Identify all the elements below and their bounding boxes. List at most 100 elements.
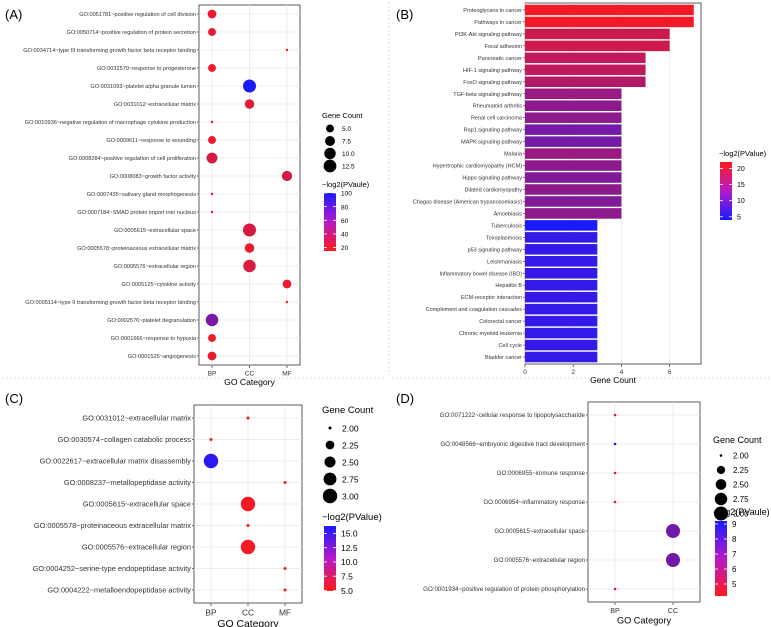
data-point — [282, 279, 292, 289]
bar — [525, 315, 598, 327]
category-label: Cell cycle — [498, 343, 522, 349]
bar — [525, 64, 646, 76]
color-bar-tick-label: 10 — [737, 198, 745, 205]
x-axis-title: GO Category — [217, 619, 279, 627]
term-label: GO:0007184~SMAD protein import into nucl… — [77, 210, 196, 216]
color-bar — [720, 162, 732, 220]
category-label: Pathways in cancer — [474, 20, 522, 26]
term-label: GO:0050714~positive regulation of protei… — [66, 30, 196, 36]
data-point — [244, 99, 255, 109]
category-label: Leishmaniasis — [487, 259, 522, 265]
color-bar-tick-label: 5 — [737, 214, 741, 221]
data-point — [203, 453, 219, 469]
bar — [525, 148, 622, 159]
term-label: GO:0051781~positive regulation of cell d… — [79, 12, 196, 18]
data-point — [243, 259, 256, 273]
bar — [525, 244, 598, 255]
term-label: GO:0031012~extracellular matrix — [82, 414, 191, 423]
color-bar-tick-label: 20 — [341, 245, 349, 252]
term-label: GO:0004222~metalloendopeptidase activity — [47, 586, 191, 595]
size-legend-label: 5.0 — [342, 126, 351, 133]
color-bar — [324, 526, 336, 591]
data-point — [613, 500, 617, 504]
panel-2: GO:0031012~extracellular matrix GO:003057… — [33, 404, 382, 627]
bar — [525, 303, 598, 315]
data-point — [666, 553, 680, 567]
term-label: GO:0031093~platelet alpha granule lumen — [90, 84, 196, 90]
term-label: GO:0032570~response to progesterone — [97, 66, 196, 72]
category-label: ECM-receptor interaction — [461, 295, 522, 301]
size-legend-title: Gene Count — [322, 111, 363, 120]
data-point — [206, 152, 218, 164]
term-label: GO:0005615~extracellular space — [83, 500, 191, 509]
term-label: GO:0005576~extracellular region — [494, 557, 586, 564]
size-legend-label: 3.00 — [733, 510, 749, 519]
size-legend-label: 2.75 — [733, 495, 749, 504]
term-label: GO:0008284~positive regulation of cell p… — [69, 156, 196, 162]
bar — [525, 76, 646, 88]
size-legend-dot — [323, 472, 337, 486]
category-label: TGF-beta signaling pathway — [453, 92, 522, 98]
bar — [525, 279, 598, 291]
bar — [525, 52, 646, 64]
data-point — [613, 587, 617, 591]
data-point — [283, 567, 287, 570]
size-legend-dot — [714, 506, 728, 521]
size-legend-dot — [324, 147, 336, 160]
term-label: GO:0008237~metallopeptidase activity — [64, 478, 191, 487]
x-tick-label: 6 — [668, 369, 672, 376]
color-bar-tick-label: 40 — [341, 232, 349, 239]
category-label: Dilated cardiomyopathy — [465, 187, 523, 193]
category-label: Chagas disease (American trypanosomiasis… — [413, 199, 522, 205]
color-bar-tick-label: 10.0 — [341, 557, 358, 567]
term-label: GO:0005576~extracellular region — [82, 543, 191, 552]
panel-0: GO:0051781~positive regulation of cell d… — [23, 4, 370, 387]
plot-frame — [524, 2, 702, 365]
data-point — [205, 313, 219, 327]
bar — [525, 351, 598, 363]
category-label: Complement and coagulation cascades — [426, 307, 523, 313]
term-label: GO:0005615~extracellular space — [114, 228, 196, 234]
term-label: GO:0030574~collagen catabolic process — [58, 435, 192, 444]
bar — [525, 208, 622, 219]
size-legend-label: 2.25 — [733, 466, 749, 475]
size-legend-dot — [716, 465, 726, 475]
bar — [525, 40, 670, 52]
x-tick-label: MF — [279, 607, 291, 617]
data-point — [613, 442, 617, 446]
bar — [525, 291, 598, 303]
bar — [525, 16, 694, 28]
color-bar — [715, 521, 727, 596]
term-label: GO:0001525~angiogenesis — [128, 354, 196, 360]
size-legend-dot — [323, 159, 337, 173]
color-bar-tick-label: 80 — [341, 204, 349, 211]
data-point — [666, 524, 680, 538]
bar — [525, 124, 622, 135]
term-label: GO:0002576~platelet degranulation — [107, 318, 196, 324]
color-legend-title: −log2(PVaule) — [322, 180, 370, 189]
data-point — [283, 588, 287, 592]
category-label: p53 signaling pathway — [468, 247, 523, 253]
color-legend-title: −log2(PValue) — [322, 512, 382, 523]
x-tick-label: CC — [242, 607, 254, 617]
category-label: FoxO signaling pathway — [463, 80, 522, 86]
bar — [525, 267, 598, 279]
term-label: GO:0008083~growth factor activity — [110, 174, 196, 180]
x-tick-label: 4 — [620, 369, 624, 376]
panel-label: (C) — [5, 391, 23, 406]
bar — [525, 196, 622, 207]
data-point — [209, 438, 213, 441]
term-label: GO:0004252~serine-type endopeptidase act… — [33, 564, 192, 573]
size-legend-label: 2.25 — [342, 440, 359, 450]
term-label: GO:0048566~embryonic digestive tract dev… — [440, 441, 585, 448]
category-label: Toxoplasmosis — [486, 235, 522, 241]
bar — [525, 28, 670, 40]
color-legend-title: −log2(PValue) — [719, 149, 767, 158]
bar — [525, 184, 622, 195]
bar — [525, 232, 598, 243]
term-label: GO:0005578~proteinaceous extracellular m… — [77, 246, 196, 252]
bar — [525, 160, 622, 171]
color-bar — [324, 193, 336, 251]
color-bar-tick-label: 20 — [737, 166, 745, 173]
